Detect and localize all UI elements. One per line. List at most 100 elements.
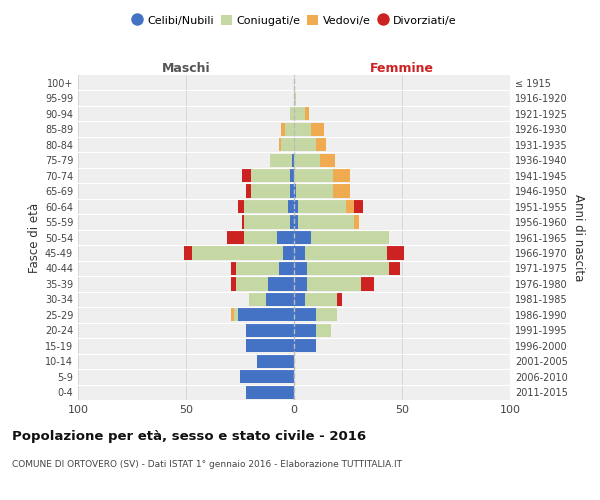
Bar — [236, 278, 294, 290]
Bar — [232, 308, 294, 322]
Bar — [247, 386, 294, 399]
Bar — [248, 293, 294, 306]
Bar — [298, 200, 346, 213]
Y-axis label: Anni di nascita: Anni di nascita — [572, 194, 585, 281]
Text: Femmine: Femmine — [370, 62, 434, 75]
Bar — [227, 231, 294, 244]
Bar — [279, 262, 294, 275]
Bar — [311, 122, 324, 136]
Bar — [307, 262, 389, 275]
Y-axis label: Fasce di età: Fasce di età — [28, 202, 41, 272]
Bar — [294, 169, 333, 182]
Bar — [316, 308, 337, 322]
Text: Maschi: Maschi — [161, 62, 211, 75]
Bar — [247, 340, 294, 352]
Bar — [294, 231, 311, 244]
Bar — [281, 138, 294, 151]
Bar — [305, 246, 387, 260]
Bar — [248, 293, 294, 306]
Bar — [240, 370, 294, 384]
Bar — [244, 216, 294, 228]
Bar — [270, 154, 294, 166]
Bar — [311, 231, 389, 244]
Bar — [232, 262, 294, 275]
Bar — [257, 354, 294, 368]
Bar — [279, 138, 294, 151]
Bar — [361, 278, 374, 290]
Bar — [248, 293, 294, 306]
Bar — [193, 246, 294, 260]
Bar — [333, 169, 350, 182]
Bar — [247, 386, 294, 399]
Bar — [316, 138, 326, 151]
Bar — [244, 216, 294, 228]
Bar — [333, 184, 350, 198]
Bar — [233, 308, 294, 322]
Bar — [294, 92, 296, 105]
Bar — [247, 324, 294, 337]
Bar — [294, 246, 305, 260]
Bar — [240, 370, 294, 384]
Bar — [277, 231, 294, 244]
Bar — [283, 246, 294, 260]
Bar — [251, 184, 294, 198]
Bar — [294, 278, 307, 290]
Bar — [294, 184, 296, 198]
Bar — [294, 340, 316, 352]
Bar — [290, 107, 294, 120]
Bar — [236, 262, 294, 275]
Bar — [389, 262, 400, 275]
Bar — [270, 154, 294, 166]
Bar — [292, 154, 294, 166]
Bar — [270, 154, 294, 166]
Bar — [294, 293, 305, 306]
Legend: Celibi/Nubili, Coniugati/e, Vedovi/e, Divorziati/e: Celibi/Nubili, Coniugati/e, Vedovi/e, Di… — [127, 10, 461, 30]
Bar — [244, 231, 294, 244]
Bar — [296, 184, 333, 198]
Bar — [247, 340, 294, 352]
Bar — [247, 324, 294, 337]
Bar — [287, 200, 294, 213]
Bar — [307, 278, 361, 290]
Bar — [257, 354, 294, 368]
Bar — [247, 324, 294, 337]
Bar — [294, 324, 316, 337]
Bar — [294, 308, 316, 322]
Bar — [294, 138, 316, 151]
Bar — [298, 216, 355, 228]
Bar — [286, 122, 294, 136]
Text: Popolazione per età, sesso e stato civile - 2016: Popolazione per età, sesso e stato civil… — [12, 430, 366, 443]
Bar — [236, 278, 294, 290]
Bar — [232, 278, 294, 290]
Bar — [251, 169, 294, 182]
Bar — [257, 354, 294, 368]
Bar — [238, 200, 294, 213]
Bar — [290, 216, 294, 228]
Bar — [281, 122, 294, 136]
Bar — [247, 340, 294, 352]
Bar — [294, 262, 307, 275]
Bar — [294, 154, 320, 166]
Bar — [247, 386, 294, 399]
Bar — [294, 107, 305, 120]
Bar — [290, 107, 294, 120]
Bar — [240, 370, 294, 384]
Bar — [257, 354, 294, 368]
Bar — [294, 200, 298, 213]
Bar — [251, 169, 294, 182]
Bar — [193, 246, 294, 260]
Bar — [355, 200, 363, 213]
Bar — [247, 184, 294, 198]
Bar — [251, 184, 294, 198]
Bar — [247, 340, 294, 352]
Bar — [232, 308, 294, 322]
Bar — [268, 278, 294, 290]
Bar — [242, 169, 294, 182]
Bar — [279, 138, 294, 151]
Bar — [355, 216, 359, 228]
Bar — [242, 216, 294, 228]
Bar — [305, 293, 337, 306]
Bar — [305, 107, 309, 120]
Bar — [266, 293, 294, 306]
Bar — [238, 308, 294, 322]
